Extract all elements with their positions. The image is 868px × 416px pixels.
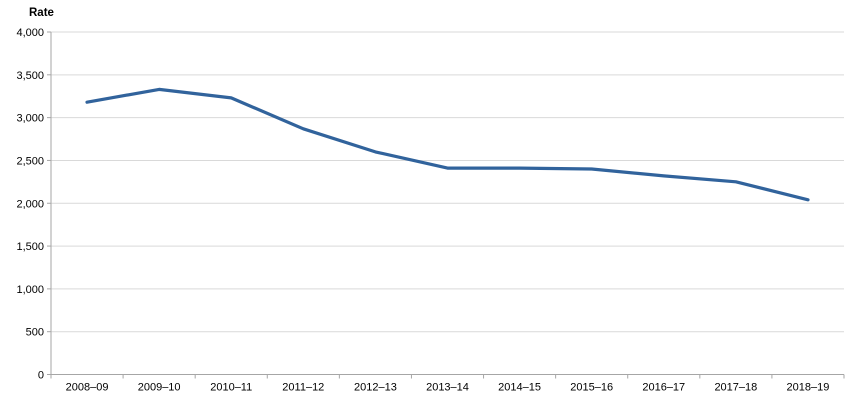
y-tick-label: 2,500 (16, 155, 44, 167)
x-tick-label: 2010–11 (210, 382, 252, 394)
y-tick-label: 2,000 (16, 198, 44, 210)
y-tick-label: 4,000 (16, 27, 44, 39)
x-tick-label: 2011–12 (282, 382, 324, 394)
x-tick-label: 2018–19 (787, 382, 830, 394)
y-tick-label: 1,000 (16, 284, 44, 296)
x-tick-label: 2013–14 (426, 382, 469, 394)
y-tick-label: 3,000 (16, 113, 44, 125)
y-tick-label: 0 (38, 370, 44, 382)
x-tick-label: 2014–15 (498, 382, 541, 394)
x-tick-label: 2017–18 (714, 382, 757, 394)
rate-line (85, 87, 810, 202)
y-tick-label: 3,500 (16, 70, 44, 82)
x-tick-label: 2015–16 (570, 382, 613, 394)
x-tick-label: 2012–13 (354, 382, 397, 394)
x-tick-label: 2016–17 (642, 382, 685, 394)
y-axis-title: Rate (29, 7, 54, 19)
y-tick-label: 500 (26, 327, 44, 339)
x-tick-label: 2009–10 (138, 382, 181, 394)
x-tick-label: 2008–09 (66, 382, 109, 394)
y-tick-label: 1,500 (16, 241, 44, 253)
